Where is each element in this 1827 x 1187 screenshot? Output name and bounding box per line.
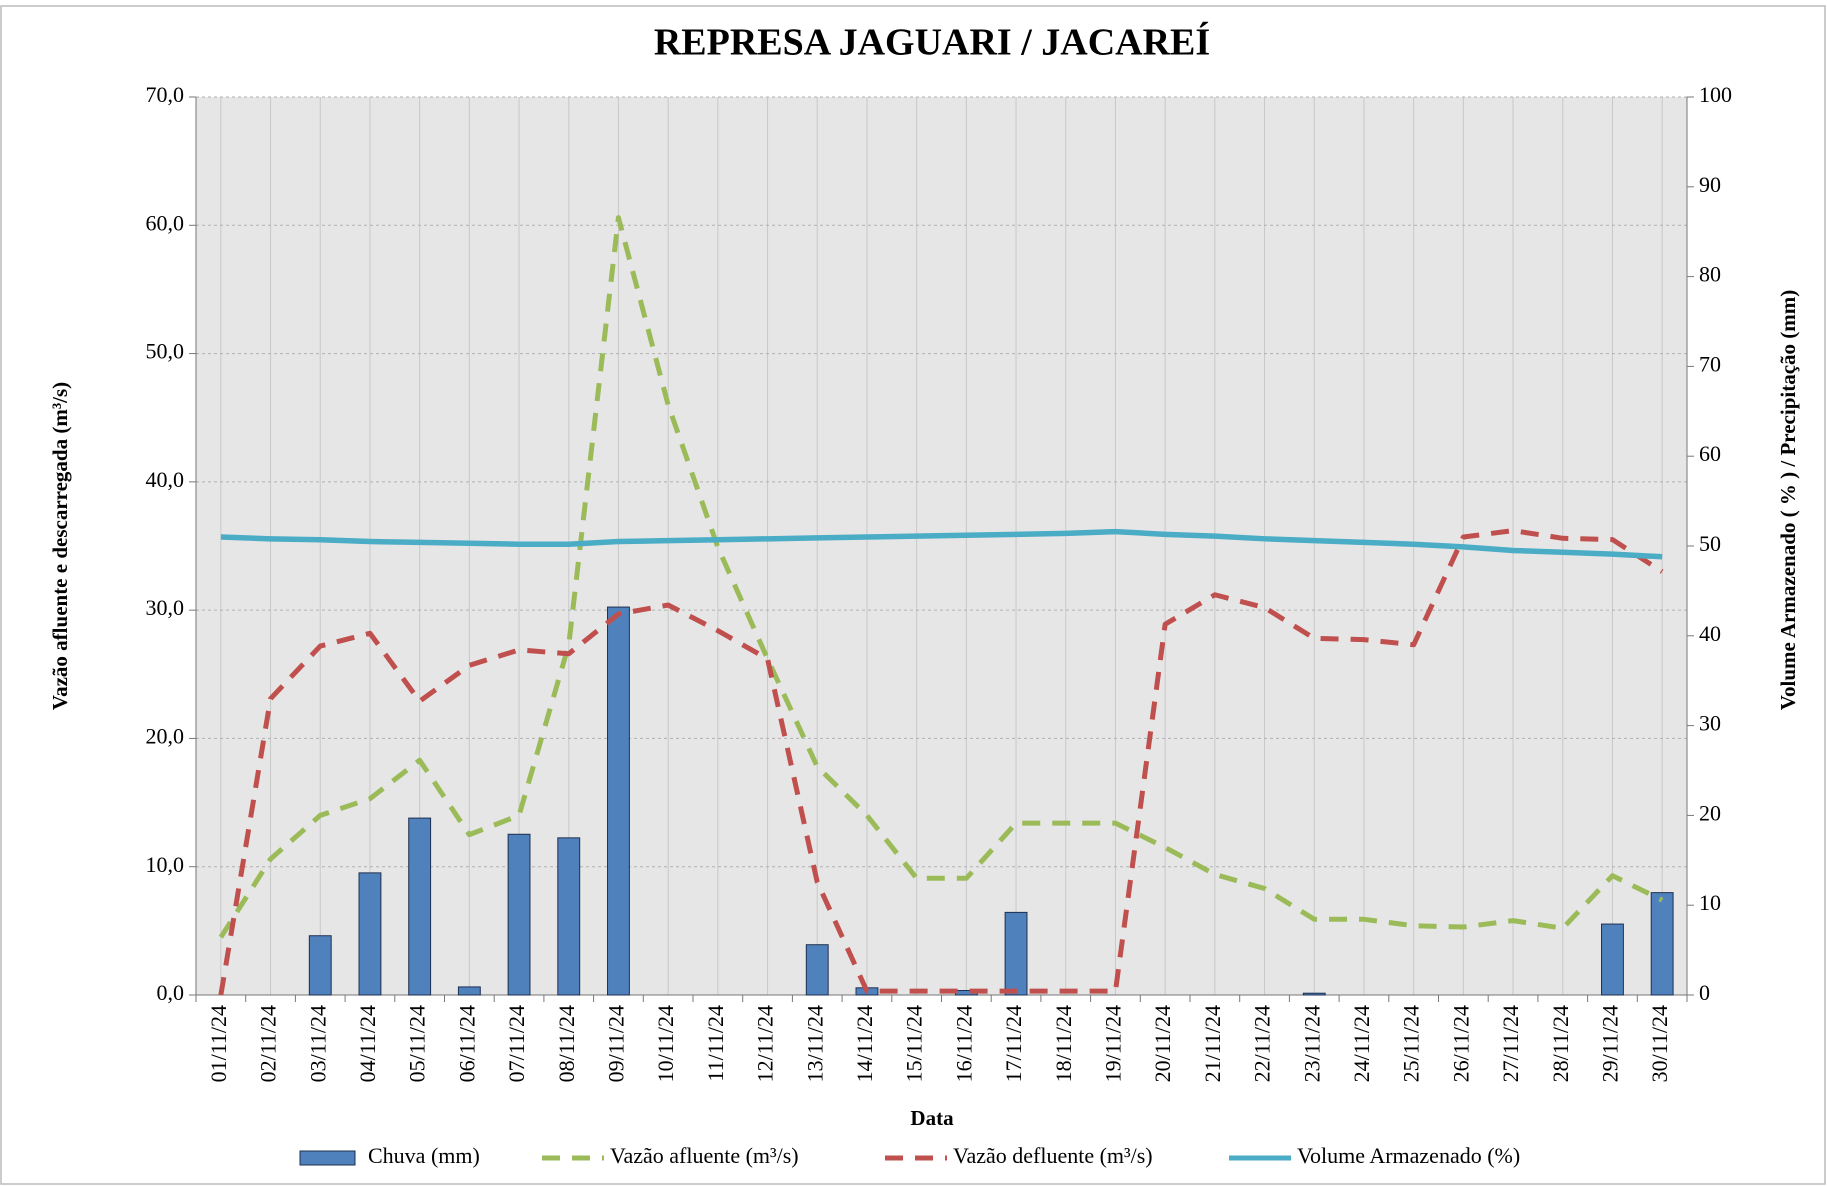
bar bbox=[408, 817, 432, 996]
bar bbox=[805, 944, 829, 996]
y-axis-title: Vazão afluente e descarregada (m³/s) bbox=[48, 382, 72, 710]
x-axis-title: Data bbox=[910, 1106, 954, 1130]
y-tick-label: 40,0 bbox=[146, 467, 185, 492]
legend-label: Chuva (mm) bbox=[368, 1143, 480, 1168]
legend-label: Vazão defluente (m³/s) bbox=[953, 1143, 1153, 1168]
x-tick-label: 14/11/24 bbox=[852, 1005, 877, 1082]
y2-tick-label: 20 bbox=[1699, 800, 1721, 825]
bar bbox=[1302, 992, 1326, 996]
y-tick-label: 70,0 bbox=[146, 82, 185, 107]
y-tick-label: 10,0 bbox=[146, 852, 185, 877]
legend-label: Vazão afluente (m³/s) bbox=[610, 1143, 799, 1168]
x-tick-label: 10/11/24 bbox=[653, 1005, 678, 1082]
line bbox=[218, 215, 1664, 939]
bar bbox=[1601, 923, 1624, 996]
x-tick-label: 30/11/24 bbox=[1647, 1005, 1672, 1082]
x-tick-label: 15/11/24 bbox=[902, 1005, 927, 1082]
x-tick-label: 16/11/24 bbox=[951, 1005, 976, 1082]
y2-tick-label: 60 bbox=[1699, 441, 1721, 466]
x-tick-label: 24/11/24 bbox=[1349, 1005, 1374, 1082]
y2-tick-label: 80 bbox=[1699, 262, 1721, 287]
x-tick-label: 29/11/24 bbox=[1597, 1005, 1622, 1082]
x-tick-label: 18/11/24 bbox=[1051, 1005, 1076, 1082]
x-tick-label: 03/11/24 bbox=[305, 1005, 330, 1082]
x-tick-label: 19/11/24 bbox=[1100, 1005, 1125, 1082]
x-tick-label: 17/11/24 bbox=[1001, 1005, 1026, 1082]
x-tick-label: 06/11/24 bbox=[454, 1005, 479, 1082]
y2-tick-label: 10 bbox=[1699, 890, 1721, 915]
y2-axis-title: Volume Armazenado ( % ) / Precipitação (… bbox=[1776, 290, 1800, 711]
bar bbox=[607, 606, 630, 996]
line bbox=[220, 528, 1663, 560]
x-tick-label: 22/11/24 bbox=[1250, 1005, 1275, 1082]
bar bbox=[557, 837, 581, 996]
bar bbox=[308, 935, 332, 996]
y-tick-label: 20,0 bbox=[146, 723, 185, 748]
y-tick-label: 0,0 bbox=[157, 980, 185, 1005]
y2-tick-label: 50 bbox=[1699, 531, 1721, 556]
x-tick-label: 12/11/24 bbox=[753, 1005, 778, 1082]
x-tick-label: 05/11/24 bbox=[405, 1005, 430, 1082]
x-tick-label: 23/11/24 bbox=[1299, 1005, 1324, 1082]
y2-tick-label: 30 bbox=[1699, 711, 1721, 736]
y-tick-label: 50,0 bbox=[146, 339, 185, 364]
y-tick-label: 60,0 bbox=[146, 210, 185, 235]
legend-label: Volume Armazenado (%) bbox=[1297, 1143, 1520, 1168]
x-tick-label: 04/11/24 bbox=[355, 1005, 380, 1082]
x-tick-label: 01/11/24 bbox=[206, 1005, 231, 1082]
x-tick-label: 20/11/24 bbox=[1150, 1005, 1175, 1082]
bar bbox=[358, 872, 382, 996]
x-tick-label: 26/11/24 bbox=[1448, 1005, 1473, 1082]
y2-tick-label: 70 bbox=[1699, 351, 1721, 376]
chart-title: REPRESA JAGUARI / JACAREÍ bbox=[654, 22, 1210, 64]
x-tick-label: 02/11/24 bbox=[256, 1005, 281, 1082]
bar bbox=[457, 986, 481, 996]
x-tick-label: 25/11/24 bbox=[1399, 1005, 1424, 1082]
x-tick-label: 27/11/24 bbox=[1498, 1005, 1523, 1082]
y2-tick-label: 100 bbox=[1699, 82, 1732, 107]
x-tick-label: 21/11/24 bbox=[1200, 1005, 1225, 1082]
x-tick-label: 28/11/24 bbox=[1548, 1005, 1573, 1082]
x-tick-label: 13/11/24 bbox=[802, 1005, 827, 1082]
y2-tick-label: 40 bbox=[1699, 621, 1721, 646]
y-tick-label: 30,0 bbox=[146, 595, 185, 620]
x-tick-label: 09/11/24 bbox=[603, 1005, 628, 1082]
x-tick-label: 11/11/24 bbox=[703, 1005, 728, 1082]
x-tick-label: 08/11/24 bbox=[554, 1005, 579, 1082]
legend-swatch bbox=[299, 1150, 356, 1166]
bar bbox=[1004, 911, 1028, 996]
x-tick-label: 07/11/24 bbox=[504, 1005, 529, 1082]
line bbox=[218, 528, 1664, 996]
bar bbox=[507, 833, 531, 996]
y2-tick-label: 0 bbox=[1699, 980, 1710, 1005]
bar bbox=[1650, 892, 1674, 996]
y2-tick-label: 90 bbox=[1699, 172, 1721, 197]
